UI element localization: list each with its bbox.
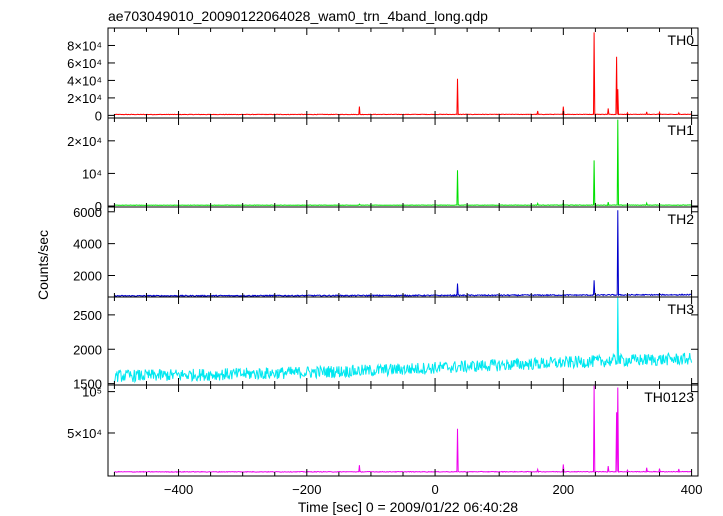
panel-label-th0123: TH0123 bbox=[644, 389, 694, 405]
panel-frame bbox=[107, 206, 699, 298]
figure-title: ae703049010_20090122064028_wam0_trn_4ban… bbox=[108, 8, 488, 24]
y-tick-label: 6000 bbox=[73, 205, 102, 220]
series-line-th0 bbox=[114, 32, 692, 116]
panels-group: 0 2×10⁴ 4×10⁴ 6×10⁴ 8×10⁴ TH0 0 10⁴ 2×10⁴ TH1 2000… bbox=[67, 27, 699, 477]
panel-frame bbox=[107, 27, 699, 119]
y-tick-label: 1500 bbox=[73, 377, 102, 392]
y-tick-label: 0 bbox=[95, 199, 102, 214]
y-tick-label: 2×10⁴ bbox=[67, 91, 102, 106]
series-line-th2 bbox=[114, 210, 692, 298]
panel-th1: 0 10⁴ 2×10⁴ TH1 bbox=[67, 117, 699, 214]
y-tick-label: 0 bbox=[95, 108, 102, 123]
x-tick-label: 0 bbox=[431, 482, 438, 497]
series-line-th1 bbox=[114, 119, 692, 207]
y-tick-label: 2000 bbox=[73, 268, 102, 283]
panel-frame bbox=[107, 117, 699, 208]
x-tick-label: −200 bbox=[292, 482, 321, 497]
y-tick-label: 10⁵ bbox=[82, 385, 102, 400]
panel-frame bbox=[107, 384, 699, 477]
y-tick-label: 2000 bbox=[73, 342, 102, 357]
panel-th0123: 5×10⁴ 10⁵ TH0123 bbox=[67, 384, 699, 477]
panel-th3: 1500 2000 2500 TH3 bbox=[73, 296, 699, 392]
y-tick-label: 2500 bbox=[73, 308, 102, 323]
panel-label-th1: TH1 bbox=[668, 122, 695, 138]
x-tick-label: 200 bbox=[552, 482, 574, 497]
y-tick-label: 5×10⁴ bbox=[67, 426, 102, 441]
y-tick-label: 10⁴ bbox=[82, 166, 102, 181]
y-tick-label: 8×10⁴ bbox=[67, 38, 102, 53]
x-tick-label: −400 bbox=[164, 482, 193, 497]
y-axis-label: Counts/sec bbox=[35, 230, 51, 300]
y-tick-label: 2×10⁴ bbox=[67, 134, 102, 149]
series-line-th3 bbox=[113, 297, 693, 384]
panel-label-th3: TH3 bbox=[668, 301, 695, 317]
y-tick-label: 4×10⁴ bbox=[67, 73, 102, 88]
x-axis-ticks: −400 −200 0 200 400 bbox=[164, 482, 703, 497]
panel-label-th0: TH0 bbox=[668, 32, 695, 48]
panel-th0: 0 2×10⁴ 4×10⁴ 6×10⁴ 8×10⁴ TH0 bbox=[67, 27, 699, 123]
y-tick-label: 4000 bbox=[73, 237, 102, 252]
y-tick-label: 6×10⁴ bbox=[67, 56, 102, 71]
series-line-th0123 bbox=[114, 385, 692, 473]
x-axis-label: Time [sec] 0 = 2009/01/22 06:40:28 bbox=[298, 499, 518, 515]
panel-label-th2: TH2 bbox=[668, 211, 695, 227]
x-tick-label: 400 bbox=[681, 482, 703, 497]
panel-th2: 2000 4000 6000 TH2 bbox=[73, 205, 699, 298]
